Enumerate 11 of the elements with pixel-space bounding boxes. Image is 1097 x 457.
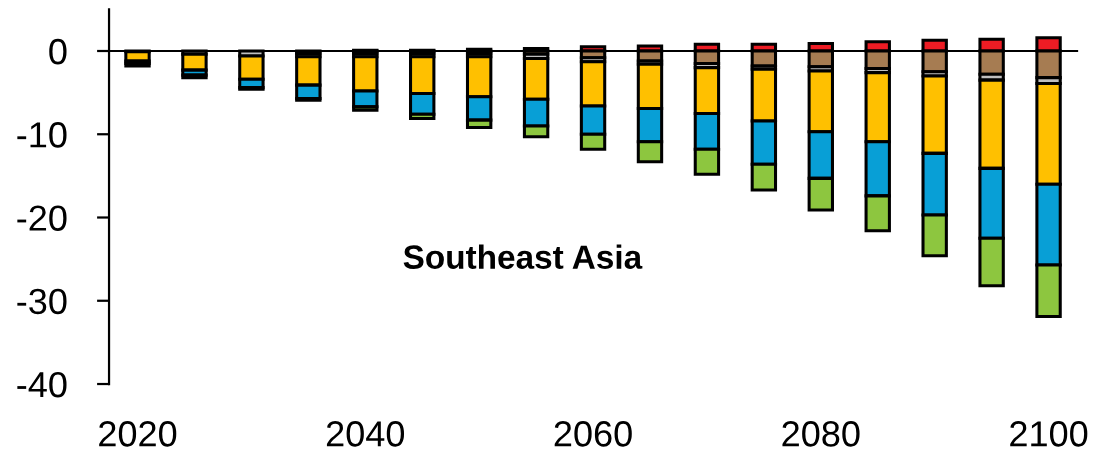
y-tick-label: -30 [17,288,67,315]
y-tick-label: -40 [17,371,67,398]
x-tick-label: 2060 [554,421,632,447]
y-tick-label: 0 [49,38,67,65]
y-tick-label: -10 [17,122,67,148]
x-tick-label: 2020 [99,421,177,447]
x-tick-label: 2080 [782,421,860,447]
y-tick-label: -20 [17,205,67,231]
x-tick-label: 2040 [326,421,405,447]
text: Southeast Asia [403,244,643,269]
x-tick-label: 2100 [1010,421,1088,447]
